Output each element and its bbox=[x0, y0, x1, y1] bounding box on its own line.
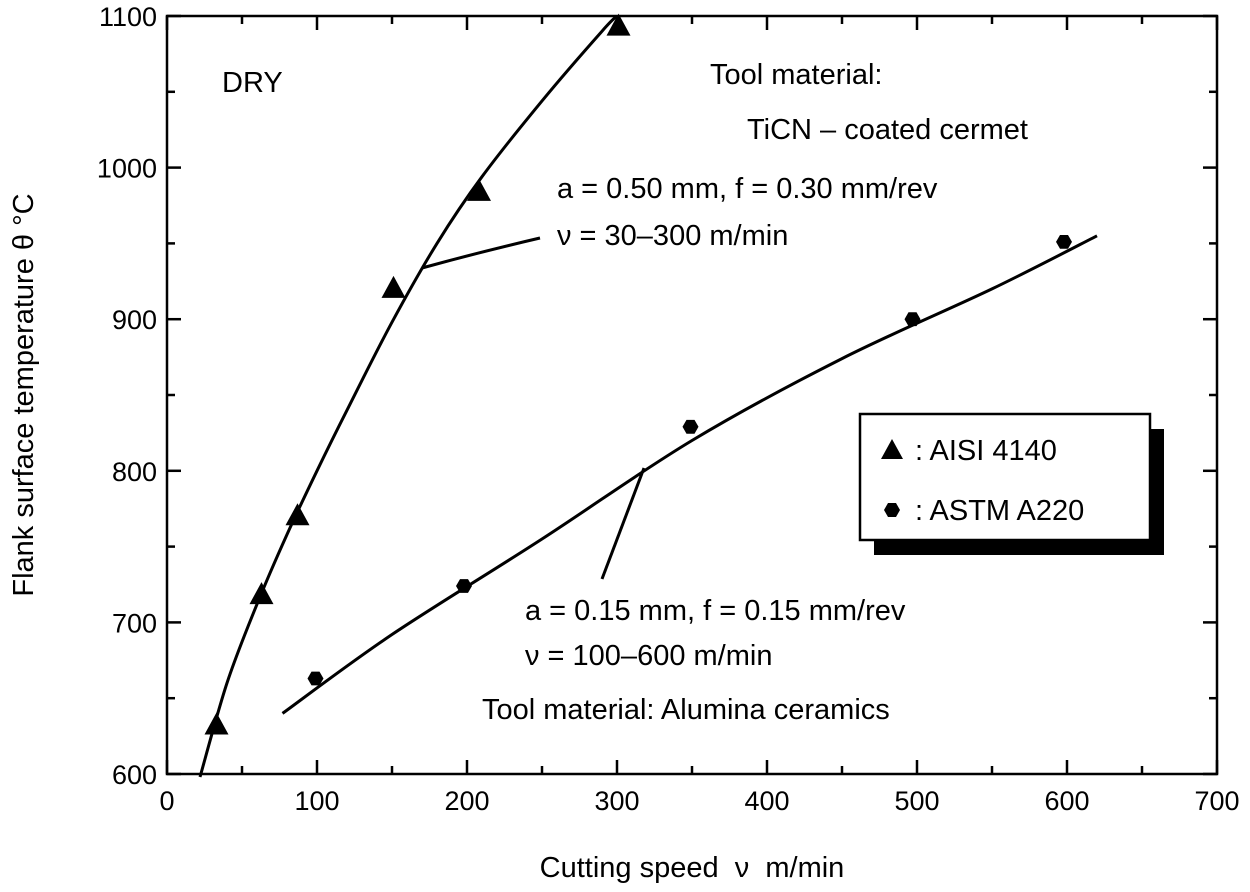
data-point-hexagon bbox=[456, 579, 472, 593]
x-tick-label: 600 bbox=[1044, 786, 1089, 816]
annotation-tool1-line1: Tool material: bbox=[710, 59, 882, 91]
fit-curves bbox=[198, 14, 1098, 778]
legend-box bbox=[858, 412, 1152, 542]
fit-curve-series-0 bbox=[198, 14, 619, 778]
legend-hexagon-marker bbox=[884, 503, 900, 517]
leader-line-cermet bbox=[421, 236, 541, 270]
data-point-hexagon bbox=[1056, 235, 1072, 249]
x-tick-label: 400 bbox=[744, 786, 789, 816]
x-axis-title: Cutting speed ν m/min bbox=[540, 852, 845, 884]
data-point-triangle bbox=[285, 503, 310, 526]
annotation-dry: DRY bbox=[222, 67, 283, 99]
y-tick-label: 800 bbox=[112, 457, 157, 487]
x-tick-label: 200 bbox=[444, 786, 489, 816]
y-tick-label: 700 bbox=[112, 608, 157, 638]
tick-labels: 0 100 200 300 400 500 600 700 600 700 800 900 1000 11… bbox=[97, 2, 1240, 816]
fit-curve-series-1 bbox=[281, 234, 1098, 715]
data-point-triangle bbox=[204, 712, 229, 735]
x-tick-label: 0 bbox=[159, 786, 174, 816]
x-tick-label: 700 bbox=[1194, 786, 1239, 816]
data-point-triangle bbox=[467, 178, 491, 201]
legend-label-aisi-4140: : AISI 4140 bbox=[915, 435, 1057, 467]
legend-label-astm-a220: : ASTM A220 bbox=[915, 495, 1084, 527]
y-axis-title: Flank surface temperature θ °C bbox=[8, 193, 40, 596]
legend-triangle-marker bbox=[881, 439, 903, 459]
x-tick-label: 300 bbox=[594, 786, 639, 816]
annotation-cond1-line2: ν = 30–300 m/min bbox=[557, 220, 788, 252]
y-tick-label: 1100 bbox=[99, 2, 157, 32]
y-tick-label: 900 bbox=[112, 305, 157, 335]
annotation-cond2-line2: ν = 100–600 m/min bbox=[525, 640, 772, 672]
data-point-triangle bbox=[381, 275, 406, 298]
data-point-hexagon bbox=[682, 419, 699, 434]
data-point-hexagon bbox=[307, 671, 324, 686]
data-point-triangle bbox=[249, 582, 274, 605]
y-tick-label: 1000 bbox=[97, 154, 157, 184]
data-point-hexagon bbox=[904, 312, 921, 327]
x-tick-label: 500 bbox=[894, 786, 939, 816]
annotation-cond2-line1: a = 0.15 mm, f = 0.15 mm/rev bbox=[525, 595, 906, 627]
data-point-triangle bbox=[606, 13, 631, 36]
annotation-tool2: Tool material: Alumina ceramics bbox=[482, 694, 890, 726]
data-markers bbox=[204, 13, 1072, 735]
x-tick-label: 100 bbox=[294, 786, 339, 816]
leader-line-ceramics bbox=[600, 467, 646, 580]
y-tick-label: 600 bbox=[112, 760, 157, 790]
annotation-tool1-line2: TiCN – coated cermet bbox=[747, 114, 1028, 146]
axis-ticks bbox=[165, 14, 1219, 776]
annotation-cond1-line1: a = 0.50 mm, f = 0.30 mm/rev bbox=[557, 173, 938, 205]
